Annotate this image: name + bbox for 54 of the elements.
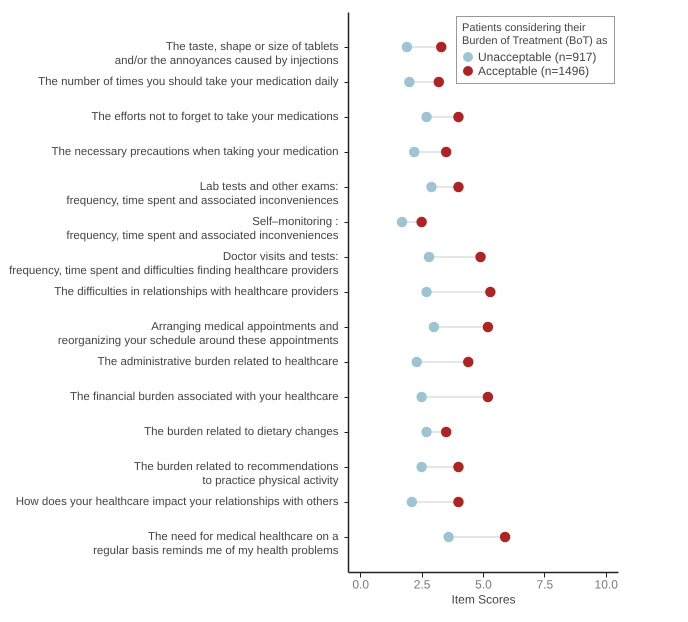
y-tick-label: The number of times you should take your medication daily: [38, 76, 339, 88]
x-tick-label: 5.0: [475, 578, 492, 592]
point: [416, 392, 427, 402]
x-tick-label: 2.5: [414, 578, 431, 592]
point: [416, 216, 427, 228]
point: [482, 392, 494, 402]
x-tick-label: 0.0: [352, 578, 370, 592]
point: [416, 462, 427, 472]
point: [482, 322, 494, 332]
y-tick-label: The difficulties in relationships with healthcare providers: [54, 286, 339, 298]
y-tick-label: Doctor visits and tests: frequency, time spent and difficulties finding healthcare providers: [9, 251, 339, 277]
point: [485, 286, 496, 298]
point: [453, 496, 464, 508]
point: [440, 426, 452, 438]
point: [411, 356, 422, 368]
point: [426, 182, 437, 192]
point: [424, 252, 434, 262]
point: [443, 532, 454, 542]
x-tick-label: 10.0: [594, 578, 618, 592]
point: [421, 112, 432, 122]
point: [406, 496, 418, 508]
y-tick-label: Self–monitoring : frequency, time spent and associated inconveniences: [66, 216, 339, 242]
y-tick-label: How does your healthcare impact your relationships with others: [16, 496, 339, 508]
point: [434, 76, 444, 88]
point: [404, 76, 415, 88]
point: [396, 216, 408, 228]
point: [453, 462, 464, 472]
y-tick-label: The efforts not to forget to take your medications: [91, 111, 339, 123]
point: [453, 182, 464, 192]
point: [409, 146, 420, 158]
point: [463, 356, 474, 368]
y-tick-label: The taste, shape or size of tablets and/or the annoyances caused by injections: [114, 41, 339, 67]
point: [402, 42, 412, 52]
point: [436, 42, 447, 52]
point: [428, 322, 440, 332]
point: [500, 532, 510, 542]
y-tick-label: The administrative burden related to healthcare: [97, 356, 338, 368]
legend-label: Unacceptable (n=917): [478, 50, 596, 64]
y-tick-label: Arranging medical appointments and reorganizing your schedule around these appointments: [58, 321, 339, 347]
legend-label: Acceptable (n=1496): [478, 64, 590, 78]
y-tick-label: The need for medical healthcare on a regular basis reminds me of my health problems: [93, 531, 340, 557]
point: [421, 286, 432, 298]
y-tick-label: Lab tests and other exams: frequency, time spent and associated inconveniences: [66, 181, 339, 207]
point: [421, 426, 432, 438]
y-tick-label: The burden related to dietary changes: [144, 426, 339, 438]
point: [440, 146, 452, 158]
x-axis-title: Item Scores: [451, 592, 516, 606]
point: [453, 112, 464, 122]
y-tick-label: The burden related to recommendations to practice physical activity: [134, 461, 339, 487]
legend-title: Patients considering their Burden of Treatment (BoT) as: [462, 22, 608, 47]
point: [475, 252, 486, 262]
y-tick-label: The financial burden associated with your healthcare: [70, 391, 338, 403]
y-tick-label: The necessary precautions when taking your medication: [51, 146, 338, 158]
x-tick-label: 7.5: [536, 578, 554, 592]
